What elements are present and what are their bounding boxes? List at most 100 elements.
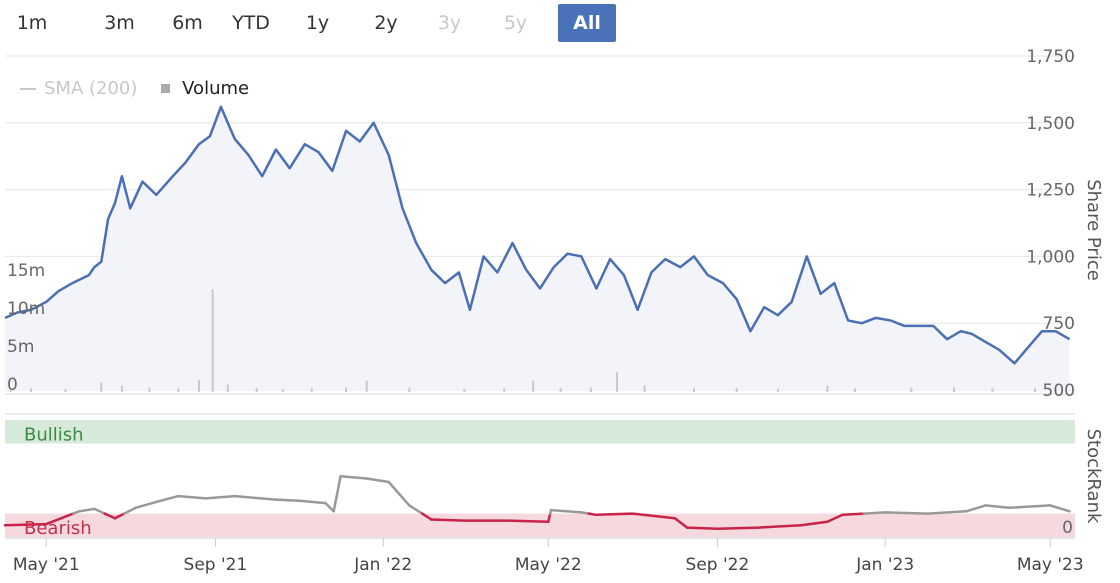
stockrank-segment <box>1048 504 1071 513</box>
bearish-band <box>5 513 1075 537</box>
volume-bar[interactable] <box>589 387 592 392</box>
volume-bar[interactable] <box>532 380 535 392</box>
legend-volume[interactable]: Volume <box>161 78 249 99</box>
stockrank-segment <box>630 512 677 520</box>
volume-bar[interactable] <box>226 384 229 392</box>
volume-bar[interactable] <box>211 289 214 392</box>
stockrank-segment <box>93 507 106 515</box>
stockrank-segment <box>420 512 433 521</box>
stockrank-segment <box>274 498 301 502</box>
stockrank-segment <box>430 518 466 522</box>
volume-bar[interactable] <box>503 388 506 392</box>
stockrank-segment <box>841 512 866 517</box>
date-tick-label: Sep '22 <box>686 555 750 575</box>
price-axis-label: Share Price <box>1083 179 1104 281</box>
volume-bar[interactable] <box>693 388 696 392</box>
range-button-1m[interactable]: 1m <box>16 12 48 34</box>
volume-axis-ticks: 0 5m 10m 15m <box>7 261 45 395</box>
date-tick-label: Sep '21 <box>184 555 248 575</box>
date-tick-label: Jan '23 <box>855 555 914 575</box>
range-button-all[interactable]: All <box>558 4 616 42</box>
stockrank-segment <box>103 512 117 520</box>
stockrank-segment <box>587 512 598 517</box>
range-button-ytd[interactable]: YTD <box>232 12 270 34</box>
stockrank-segment <box>408 504 424 515</box>
stockrank-line[interactable] <box>3 474 1071 531</box>
volume-bar[interactable] <box>100 382 103 392</box>
stockrank-segment <box>1007 504 1052 510</box>
legend-sma-label: SMA (200) <box>44 77 138 99</box>
stockrank-segment <box>883 511 930 515</box>
stockrank-segment <box>177 494 208 500</box>
volume-bar[interactable] <box>735 388 738 392</box>
legend-volume-label: Volume <box>182 77 250 99</box>
chart-legend: SMA (200) Volume <box>20 77 249 101</box>
volume-bar[interactable] <box>255 388 258 392</box>
range-button-3m[interactable]: 3m <box>104 12 135 34</box>
volume-bar[interactable] <box>952 387 955 392</box>
volume-bar[interactable] <box>281 388 284 392</box>
range-button-6m[interactable]: 6m <box>172 12 203 34</box>
range-button-5y: 5y <box>503 12 528 34</box>
stockrank-segment <box>204 494 236 500</box>
range-button-1y[interactable]: 1y <box>305 12 330 34</box>
price-tick-label: 750 <box>1043 314 1075 334</box>
stockrank-segment <box>387 480 411 507</box>
volume-bar[interactable] <box>1054 388 1057 392</box>
volume-bar[interactable] <box>345 387 348 392</box>
stockrank-segment <box>122 506 137 515</box>
volume-bar[interactable] <box>197 379 200 392</box>
volume-bar[interactable] <box>120 385 123 392</box>
legend-sma[interactable]: SMA (200) <box>20 78 137 99</box>
price-area-fill <box>5 106 1070 391</box>
volume-bar[interactable] <box>910 387 913 392</box>
volume-bar[interactable] <box>776 388 779 392</box>
stockrank-segment <box>505 519 550 524</box>
volume-bar[interactable] <box>365 380 368 392</box>
stockrank-segment <box>45 512 75 526</box>
volume-bar[interactable] <box>643 385 646 392</box>
volume-bar[interactable] <box>177 388 180 392</box>
stockrank-segment <box>580 511 591 515</box>
stockrank-segment <box>757 524 803 529</box>
volume-tick-label: 15m <box>7 261 45 281</box>
volume-bar[interactable] <box>64 388 67 392</box>
volume-bar[interactable] <box>991 388 994 392</box>
range-button-2y[interactable]: 2y <box>374 12 398 34</box>
stockrank-segment <box>547 512 552 524</box>
volume-bar[interactable] <box>30 388 33 392</box>
stockrank-axis-ticks: 0 <box>1062 518 1073 538</box>
volume-bar[interactable] <box>463 388 466 392</box>
stockrank-segment <box>298 499 327 505</box>
range-selector: 1m 3m 6m YTD 1y 2y 3y 5y All <box>12 4 732 44</box>
stockrank-segment <box>549 508 583 514</box>
date-tick-label: May '23 <box>1017 555 1084 575</box>
volume-bar[interactable] <box>9 389 12 392</box>
stockrank-segment <box>984 504 1011 510</box>
date-tick-label: May '21 <box>13 555 80 575</box>
volume-bar[interactable] <box>1034 388 1037 392</box>
volume-bar[interactable] <box>559 388 562 392</box>
stockrank-segment <box>862 511 887 515</box>
volume-bar[interactable] <box>310 388 313 392</box>
stockrank-segment <box>685 526 719 531</box>
date-tick-label: May '22 <box>515 555 582 575</box>
volume-tick-label: 5m <box>7 337 34 357</box>
stockrank-segment <box>324 501 335 513</box>
stockrank-tick-label: 0 <box>1062 518 1073 538</box>
volume-bar[interactable] <box>826 385 829 392</box>
date-tick-label: Jan '22 <box>353 555 412 575</box>
stockrank-segment <box>365 477 390 484</box>
price-tick-label: 500 <box>1043 381 1075 401</box>
stockrank-segment <box>926 510 968 515</box>
stockrank-segment <box>826 513 844 524</box>
volume-bar[interactable] <box>148 387 151 392</box>
date-axis-ticks: May '21 Sep '21 Jan '22 May '22 Sep '22 Jan '… <box>5 537 1084 575</box>
price-line[interactable] <box>4 105 1071 365</box>
volume-bar[interactable] <box>408 387 411 392</box>
stockrank-segment <box>78 507 96 513</box>
volume-bar[interactable] <box>853 388 856 392</box>
stockrank-segment <box>673 517 689 529</box>
volume-bar[interactable] <box>616 372 619 392</box>
